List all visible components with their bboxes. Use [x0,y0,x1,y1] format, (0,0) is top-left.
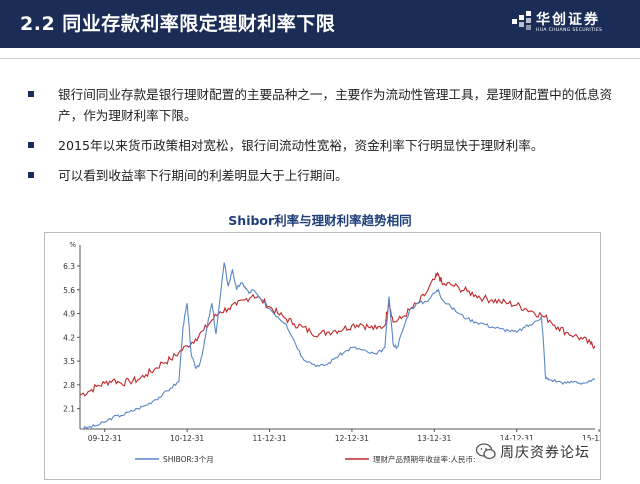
x-tick-label: 15-12-31 [582,434,600,443]
chart-canvas: % 6.3 5.6 4.9 4.2 3.5 2.8 2.1 09-12-31 10-12-31 11… [63,241,600,464]
y-tick-label: 2.1 [63,405,75,414]
chart-title: Shibor利率与理财利率趋势相同 [228,213,412,228]
bullet-item: 可以看到收益率下行期间的利差明显大于上行期间。 [28,165,618,186]
y-tick-label: 6.3 [63,262,75,271]
y-tick-label: 5.6 [63,286,75,295]
bullet-item: 2015年以来货币政策相对宽松，银行间流动性宽裕，资金利率下行明显快于理财利率。 [28,135,618,156]
slide-header: 2.2 同业存款利率限定理财利率下限 华创证券 HUA CHUANG SECUR… [0,0,640,48]
chat-bubble-icon [476,443,496,460]
company-logo: 华创证券 HUA CHUANG SECURITIES [512,9,630,41]
x-tick-label: 11-12-31 [252,434,286,443]
logo-mark-icon [512,11,531,30]
bullet-square-icon [28,142,34,148]
bullet-item: 银行间同业存款是银行理财配置的主要品种之一，主要作为流动性管理工具，是理财配置中… [28,84,618,126]
series-line-wmp [80,271,595,397]
x-tick-label: 10-12-31 [170,434,204,443]
header-divider [0,58,640,59]
bullet-square-icon [28,172,34,178]
y-tick-label: 4.2 [63,333,75,342]
bullet-text: 银行间同业存款是银行理财配置的主要品种之一，主要作为流动性管理工具，是理财配置中… [58,87,613,123]
x-tick-label: 12-12-31 [335,434,369,443]
bullet-square-icon [28,91,34,97]
bullet-text: 可以看到收益率下行期间的利差明显大于上行期间。 [58,168,348,183]
legend-label-wmp: 理财产品预期年收益率:人民币:全市场:3个月 [373,454,520,464]
watermark-text: 周庆资券论坛 [500,445,590,461]
series-line-shibor [80,262,595,429]
logo-name: 华创证券 [536,12,600,28]
y-axis-unit: % [69,241,76,249]
y-tick-label: 3.5 [63,357,75,366]
bullet-text: 2015年以来货币政策相对宽松，银行间流动性宽裕，资金利率下行明显快于理财利率。 [58,138,544,153]
y-tick-label: 4.9 [63,310,75,319]
y-tick-label: 2.8 [63,381,75,390]
legend-label-shibor: SHIBOR:3个月 [163,455,214,464]
x-tick-label: 13-12-31 [417,434,451,443]
bullet-list: 银行间同业存款是银行理财配置的主要品种之一，主要作为流动性管理工具，是理财配置中… [28,84,618,195]
line-chart: % 6.3 5.6 4.9 4.2 3.5 2.8 2.1 09-12-31 10-12-31 11… [44,232,601,480]
x-tick-label: 14-12-31 [500,434,534,443]
slide-title: 2.2 同业存款利率限定理财利率下限 [20,13,336,35]
x-tick-label: 09-12-31 [88,434,122,443]
logo-subtitle: HUA CHUANG SECURITIES [536,28,603,33]
watermark: 周庆资券论坛 [476,440,590,464]
